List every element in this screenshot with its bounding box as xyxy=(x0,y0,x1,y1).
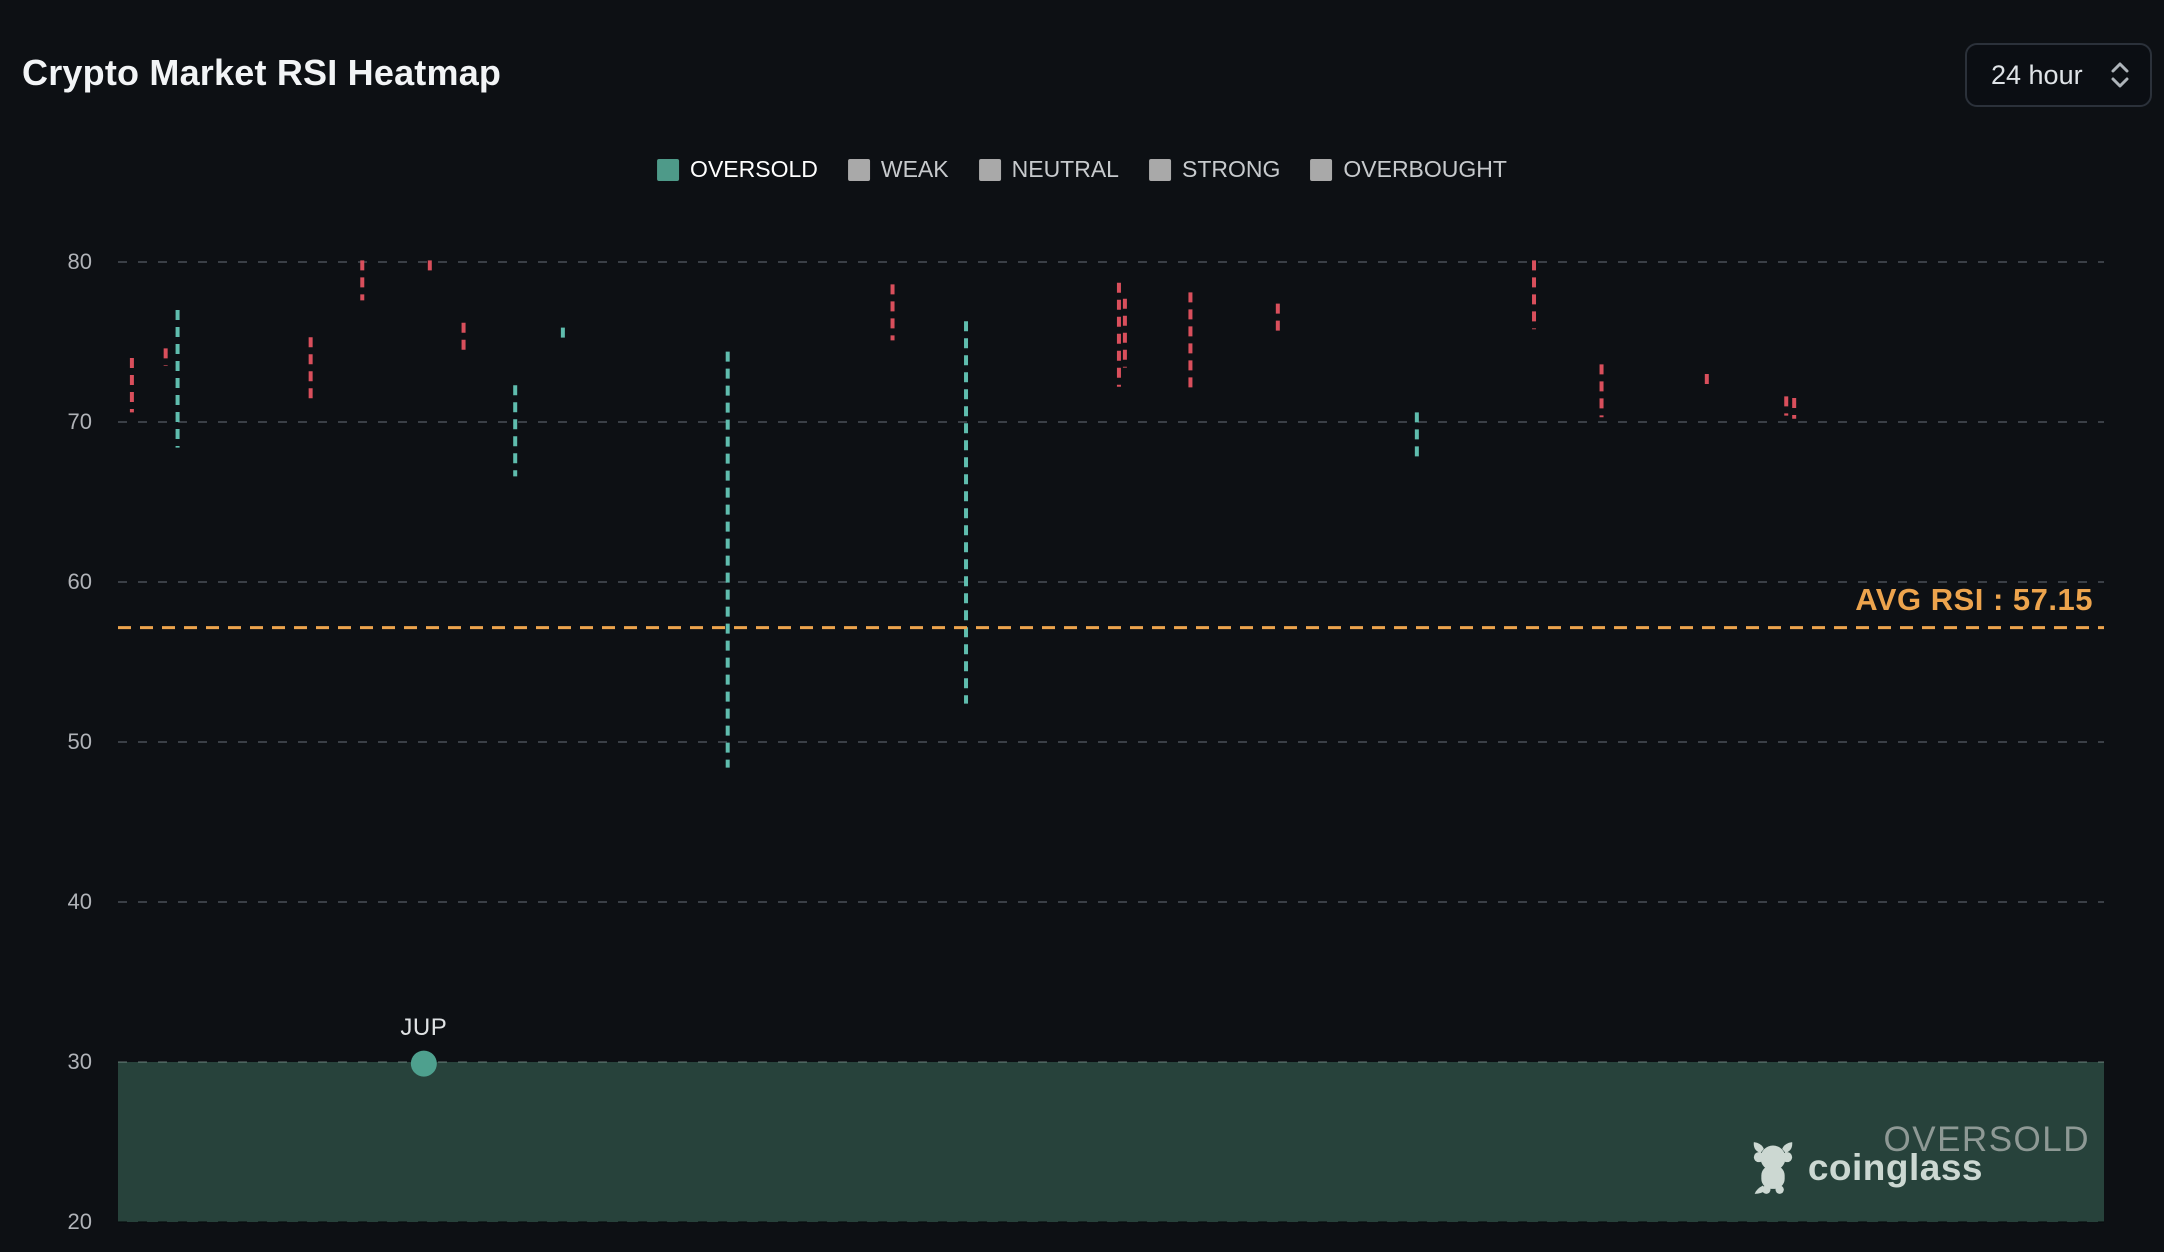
y-axis-label: 20 xyxy=(67,1209,92,1234)
timeframe-select[interactable]: 24 hour xyxy=(1965,43,2152,107)
legend-item-overbought[interactable]: OVERBOUGHT xyxy=(1310,156,1507,183)
oversold-zone-watermark: OVERSOLD xyxy=(1883,1120,2090,1159)
y-axis-label: 60 xyxy=(67,569,92,594)
legend-swatch xyxy=(1310,158,1333,181)
legend-item-neutral[interactable]: NEUTRAL xyxy=(978,156,1119,183)
legend: OVERSOLD WEAK NEUTRAL STRONG OVERBOUGHT xyxy=(657,156,1507,183)
legend-item-weak[interactable]: WEAK xyxy=(847,156,949,183)
avg-rsi-label: AVG RSI : 57.15 xyxy=(1855,582,2093,617)
page-title: Crypto Market RSI Heatmap xyxy=(22,52,502,93)
legend-label: STRONG xyxy=(1181,156,1281,182)
coin-dot-jup[interactable] xyxy=(410,1050,437,1077)
legend-label: OVERSOLD xyxy=(690,156,818,182)
timeframe-value: 24 hour xyxy=(1991,59,2083,90)
legend-swatch xyxy=(1148,158,1171,181)
point-label-jup: JUP xyxy=(400,1013,448,1041)
y-axis-label: 50 xyxy=(67,729,92,754)
coinglass-bull-icon xyxy=(1748,1140,1798,1196)
legend-item-strong[interactable]: STRONG xyxy=(1148,156,1281,183)
legend-swatch xyxy=(978,158,1001,181)
legend-label: WEAK xyxy=(880,156,949,182)
legend-label: NEUTRAL xyxy=(1011,156,1119,182)
legend-item-oversold[interactable]: OVERSOLD xyxy=(657,156,818,183)
legend-swatch xyxy=(657,158,680,181)
y-axis-label: 40 xyxy=(67,889,92,914)
oversold-zone xyxy=(118,1062,2104,1222)
coinglass-wordmark: coinglass xyxy=(1807,1147,1983,1188)
y-axis-label: 80 xyxy=(67,249,92,274)
coinglass-brand: coinglass xyxy=(1748,1140,1983,1196)
updown-chevron-icon xyxy=(2108,60,2132,90)
y-axis-label: 70 xyxy=(67,409,92,434)
legend-label: OVERBOUGHT xyxy=(1343,156,1507,182)
legend-swatch xyxy=(847,158,870,181)
y-axis-label: 30 xyxy=(67,1049,92,1074)
